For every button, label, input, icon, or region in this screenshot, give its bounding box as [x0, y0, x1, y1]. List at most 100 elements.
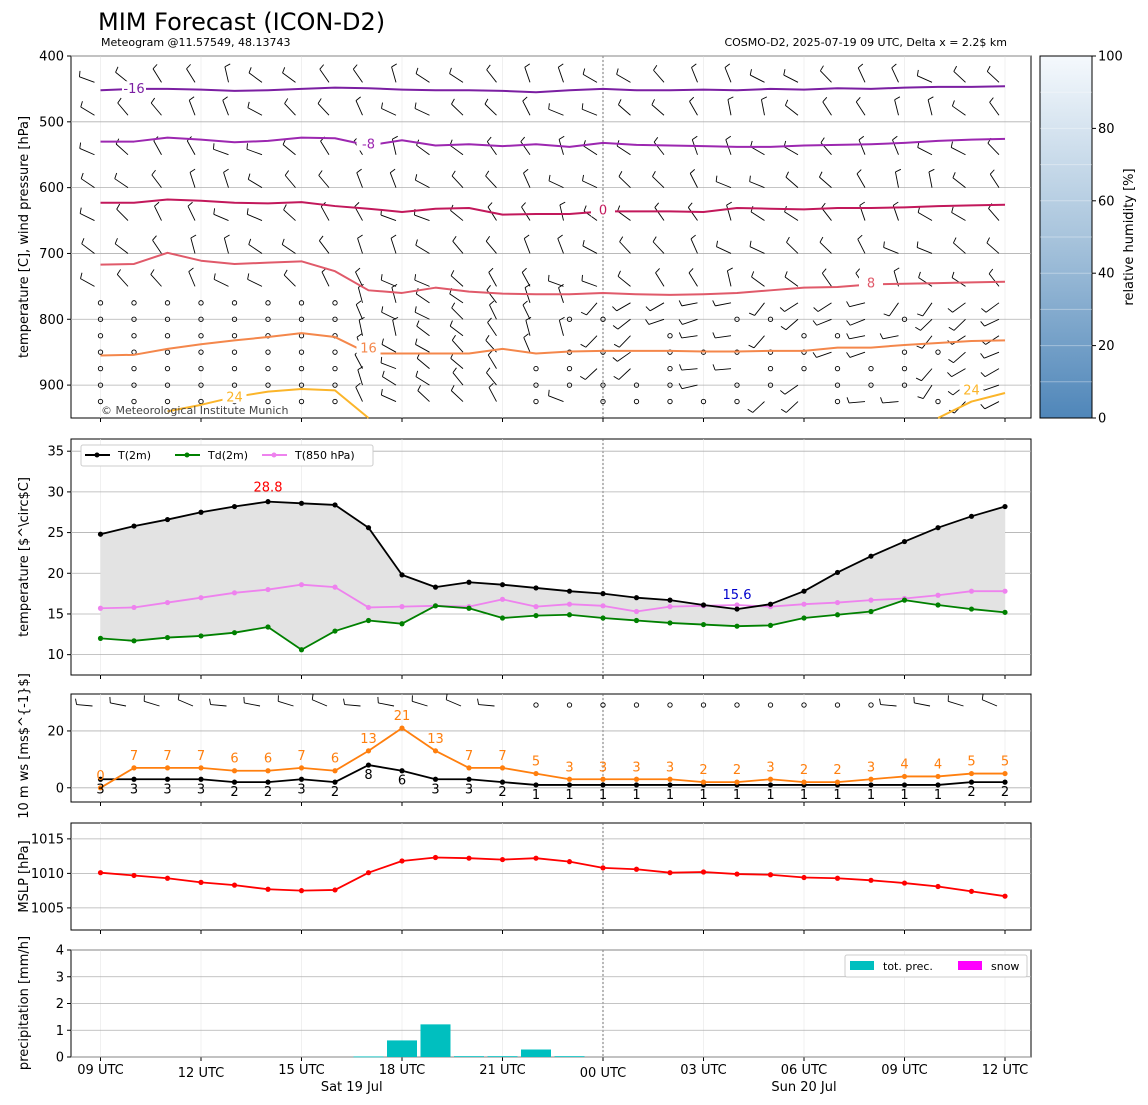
barb-staff: [785, 176, 799, 188]
wind-barb: [726, 267, 733, 287]
calm-wind-circle: [801, 365, 807, 372]
barb-feather: [980, 353, 985, 359]
barb-feather: [488, 382, 494, 388]
temperature-series-point: [466, 605, 472, 611]
y-tick-label: 10: [47, 648, 64, 663]
barb-staff: [984, 401, 1000, 410]
barb-staff: [849, 351, 866, 358]
wind-barb: [582, 174, 598, 189]
wind-barb: [821, 202, 832, 221]
wind-barb: [415, 370, 430, 386]
barb-feather: [452, 236, 457, 242]
barb-staff: [381, 394, 397, 402]
barb-feather: [355, 96, 361, 101]
wind-barb: [915, 368, 933, 382]
temperature-series-point: [1002, 503, 1008, 510]
isotherm-label: 8: [867, 276, 875, 291]
wind-barb: [846, 301, 866, 308]
barb-staff: [715, 302, 732, 307]
calm-wind-circle: [533, 382, 539, 388]
gust-point: [834, 779, 841, 785]
barb-feather: [582, 68, 586, 75]
barb-staff: [691, 139, 698, 155]
isotherm-label: 24: [963, 384, 980, 399]
barb-staff: [689, 173, 698, 188]
barb-staff: [727, 99, 732, 116]
barb-staff: [557, 238, 564, 254]
calm-wind-circle: [533, 702, 539, 708]
barb-staff: [948, 700, 964, 707]
barb-feather: [390, 234, 397, 239]
calm-wind-circle: [767, 316, 774, 322]
calm-wind-circle: [164, 382, 171, 388]
gust-label: 0: [96, 769, 104, 784]
barb-feather: [951, 271, 955, 278]
barb-staff: [414, 214, 430, 221]
barb-feather: [653, 65, 658, 71]
barb-feather: [559, 201, 566, 206]
barb-feather: [380, 356, 383, 363]
chart-title: MIM Forecast (ICON-D2): [98, 8, 385, 36]
wind-barb: [414, 102, 430, 116]
calm-wind-circle: [633, 702, 640, 708]
barb-feather: [486, 64, 491, 70]
barb-staff: [951, 335, 966, 345]
gust-point: [935, 773, 941, 780]
barb-staff: [115, 143, 129, 156]
barb-feather: [116, 269, 121, 275]
surface-wind-barb: [879, 698, 897, 707]
barb-feather: [79, 142, 82, 149]
barb-feather: [115, 66, 119, 73]
wind-barb: [618, 99, 631, 116]
barb-feather: [986, 237, 990, 244]
wind-barb: [451, 302, 464, 320]
y-tick-label: 15: [47, 607, 64, 622]
temperature-series-point: [901, 538, 908, 545]
gust-point: [667, 776, 673, 782]
wind-barb: [548, 174, 564, 189]
gust-label: 5: [967, 755, 975, 770]
temperature-series-line: [100, 500, 1006, 610]
wind-barb: [522, 300, 531, 320]
wind-barb: [117, 97, 129, 116]
temperature-series-point: [533, 604, 539, 610]
mean-wind-label: 1: [532, 788, 540, 803]
temperature-series-point: [533, 585, 539, 591]
barb-feather: [751, 271, 755, 278]
wind-barb: [283, 204, 296, 221]
barb-staff: [355, 386, 363, 402]
calm-wind-circle: [834, 382, 841, 388]
barb-staff: [821, 272, 832, 287]
barb-feather: [414, 174, 418, 181]
barb-feather: [616, 68, 619, 75]
colorbar-tick-label: 40: [1098, 267, 1115, 282]
barb-feather: [653, 137, 659, 143]
surface-wind-barb: [377, 696, 395, 707]
wind-barb: [951, 206, 966, 221]
barb-staff: [849, 401, 866, 404]
barb-feather: [581, 274, 583, 281]
mean-wind-point: [1002, 779, 1008, 785]
wind-barb: [450, 270, 464, 287]
barb-staff: [983, 351, 1000, 359]
barb-staff: [76, 704, 93, 707]
barb-staff: [687, 207, 698, 221]
calm-wind-circle: [667, 333, 673, 339]
wind-barb: [820, 137, 832, 156]
calm-wind-circle: [131, 398, 137, 405]
temperature-series-point: [198, 509, 204, 515]
wind-barb: [916, 241, 933, 254]
wind-barb: [986, 237, 1000, 254]
gust-point: [298, 765, 305, 771]
barb-staff: [415, 376, 430, 386]
wind-barb: [557, 234, 564, 254]
barb-feather: [749, 69, 752, 76]
temperature-series-line: [100, 599, 1006, 651]
wind-barb: [382, 370, 397, 386]
wind-barb: [320, 136, 330, 155]
precipitation-legend: tot. prec. snow: [844, 954, 1028, 978]
barb-staff: [449, 73, 464, 83]
barb-staff: [381, 108, 397, 116]
barb-feather: [892, 135, 898, 141]
barb-staff: [952, 177, 966, 188]
